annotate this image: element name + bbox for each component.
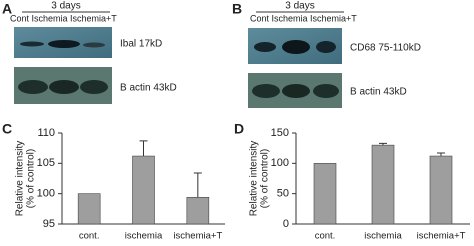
blot <box>248 28 342 108</box>
bar <box>429 155 453 225</box>
y-axis-label: Relative intensity <box>15 141 26 217</box>
blot-label: CD68 75-110kD <box>350 43 421 54</box>
y-tick-label: 50 <box>277 188 289 200</box>
y-tick-label: 150 <box>271 127 289 139</box>
panel-letter: A <box>2 1 12 17</box>
lane-labels: Cont Ischemia Ischemia+T <box>250 13 357 23</box>
blot-label: B actin 43kD <box>120 83 177 94</box>
y-tick-label: 0 <box>283 218 289 230</box>
blot-label: Ibal 17kD <box>120 39 162 50</box>
y-tick-label: 95 <box>43 218 55 230</box>
y-axis-label: (% of control) <box>260 149 271 208</box>
y-tick-label: 100 <box>37 188 55 200</box>
y-axis-label: Relative intensity <box>249 141 260 217</box>
lane-labels: Cont Ischemia Ischemia+T <box>10 13 117 23</box>
blot <box>14 27 112 104</box>
y-tick-label: 105 <box>37 157 55 169</box>
panel-letter: C <box>2 121 12 137</box>
y-axis-label: (% of control) <box>26 149 37 208</box>
error-bar <box>139 140 148 157</box>
error-bar <box>379 142 387 146</box>
error-bar <box>437 152 445 157</box>
y-tick-label: 110 <box>37 127 55 139</box>
figure: A 3 days Cont Ischemia Ischemia+T Ibal 1… <box>2 1 470 242</box>
period: 3 days <box>285 1 314 12</box>
x-tick-label: ischemia+T <box>173 231 222 241</box>
bar <box>371 144 395 225</box>
panel-letter: D <box>234 121 244 137</box>
period: 3 days <box>51 1 80 12</box>
bar <box>313 163 337 225</box>
x-tick-label: ischemia <box>125 231 163 241</box>
panel-letter: B <box>232 1 242 17</box>
bar <box>77 193 101 225</box>
bar <box>186 197 210 225</box>
blot-label: B actin 43kD <box>350 87 407 98</box>
x-tick-label: cont. <box>315 231 336 241</box>
bar <box>132 155 155 225</box>
x-tick-label: ischemia+T <box>417 231 466 241</box>
y-tick-label: 100 <box>271 157 289 169</box>
x-tick-label: cont. <box>79 231 100 241</box>
error-bar <box>193 172 202 198</box>
x-tick-label: ischemia <box>364 231 402 241</box>
